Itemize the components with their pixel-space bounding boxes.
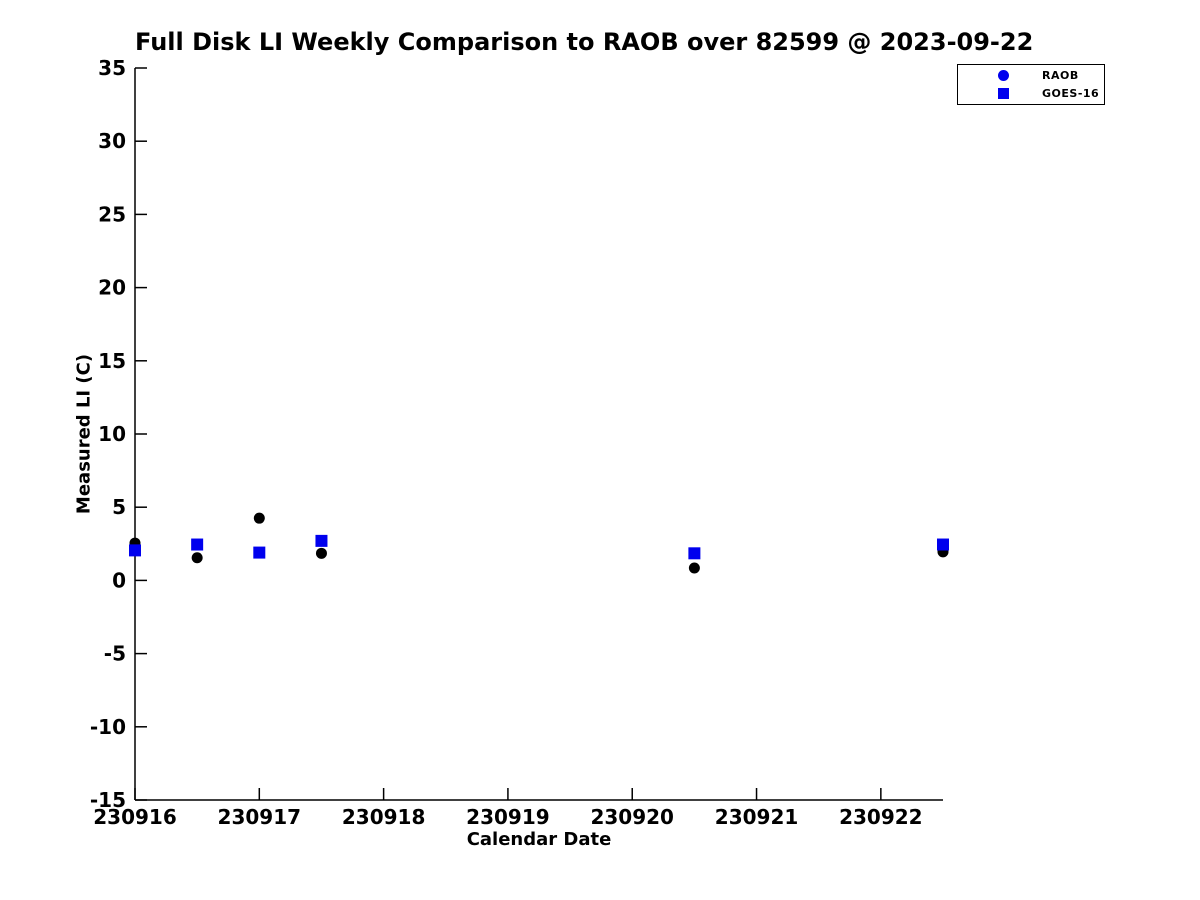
y-tick-label: 5 xyxy=(112,495,126,519)
goes16-point xyxy=(937,538,949,551)
x-axis-label: Calendar Date xyxy=(466,829,612,850)
raob-point xyxy=(688,562,700,574)
y-tick-label: 35 xyxy=(98,56,126,80)
raob-point xyxy=(191,552,203,564)
legend-item-raob: RAOB xyxy=(958,67,1104,83)
x-tick-label: 230921 xyxy=(715,805,799,829)
x-tick-label: 230920 xyxy=(590,805,674,829)
raob-point xyxy=(315,547,327,559)
raob-circle-marker-icon xyxy=(998,69,1009,81)
y-tick-label: 30 xyxy=(98,129,126,153)
x-tick-label: 230922 xyxy=(839,805,923,829)
goes16-point xyxy=(315,534,328,547)
x-tick-label: 230919 xyxy=(466,805,550,829)
goes16-point xyxy=(688,547,701,560)
y-tick-label: -10 xyxy=(90,715,126,739)
raob-point xyxy=(253,512,265,524)
goes16-point xyxy=(253,546,266,559)
chart-title: Full Disk LI Weekly Comparison to RAOB o… xyxy=(135,28,1034,56)
legend: RAOB GOES-16 xyxy=(957,64,1105,105)
y-axis-label: Measured LI (C) xyxy=(73,353,95,515)
y-tick-label: -15 xyxy=(90,788,126,812)
y-tick-label: 25 xyxy=(98,202,126,226)
goes16-point xyxy=(191,538,204,551)
y-tick-label: 20 xyxy=(98,276,126,300)
y-tick-label: 15 xyxy=(98,349,126,373)
x-tick-label: 230917 xyxy=(218,805,302,829)
legend-label-raob: RAOB xyxy=(1042,68,1079,82)
x-tick-label: 230918 xyxy=(342,805,426,829)
y-tick-label: 0 xyxy=(112,568,126,592)
goes16-square-marker-icon xyxy=(998,88,1009,100)
goes16-point xyxy=(129,544,141,557)
y-tick-label: -5 xyxy=(104,642,126,666)
y-tick-label: 10 xyxy=(98,422,126,446)
legend-item-goes16: GOES-16 xyxy=(958,86,1104,102)
legend-label-goes16: GOES-16 xyxy=(1042,87,1100,101)
x-tick-label: 230916 xyxy=(93,805,177,829)
